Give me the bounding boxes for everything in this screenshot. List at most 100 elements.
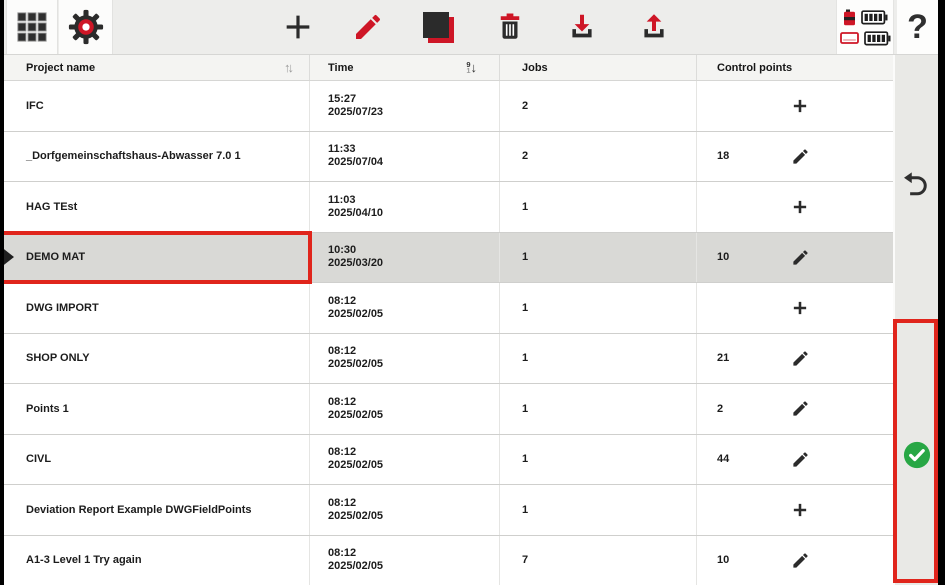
project-time: 08:12 [328,496,357,509]
control-points-count: 2 [717,402,724,415]
add-control-points-button[interactable] [789,95,811,117]
column-header-project-name[interactable]: Project name ↑↓ [4,55,310,80]
edit-control-points-button[interactable] [789,347,811,369]
device-status-panel[interactable] [836,0,894,54]
project-name: CIVL [26,453,52,466]
question-mark-icon: ? [907,8,928,46]
pencil-icon [791,248,810,267]
project-time: 08:12 [328,446,357,459]
project-date: 2025/07/04 [328,156,384,169]
edit-control-points-button[interactable] [789,448,811,470]
help-button[interactable]: ? [897,0,938,54]
plus-icon [791,198,809,216]
pencil-icon [791,147,810,166]
upload-icon [638,11,670,43]
jobs-count: 1 [522,200,529,213]
pencil-icon [791,349,810,368]
plus-icon [282,11,314,43]
project-name: HAG TEst [26,200,78,213]
project-date: 2025/02/05 [328,509,384,522]
project-date: 2025/07/23 [328,105,384,118]
project-name: DWG IMPORT [26,301,99,314]
edit-control-points-button[interactable] [789,398,811,420]
table-row[interactable]: DWG IMPORT 08:12 2025/02/05 1 [4,283,893,334]
edit-control-points-button[interactable] [789,145,811,167]
control-points-count: 44 [717,453,730,466]
column-header-control-points[interactable]: Control points [697,55,893,80]
column-header-jobs[interactable]: Jobs [500,55,697,80]
grid-menu-icon [16,11,48,43]
instrument-battery-status [843,9,888,26]
project-date: 2025/02/05 [328,358,384,371]
screen-edge-right [938,0,945,585]
edit-control-points-button[interactable] [789,549,811,571]
control-points-count: 10 [717,554,730,567]
project-name: Points 1 [26,402,69,415]
project-date: 2025/02/05 [328,560,384,573]
column-label: Time [328,61,354,74]
gear-icon [67,8,105,46]
table-row[interactable]: DEMO MAT 10:30 2025/03/20 1 10 [0,230,893,284]
table-row[interactable]: CIVL 08:12 2025/02/05 1 44 [4,434,893,485]
pencil-icon [352,11,384,43]
table-row[interactable]: _Dorfgemeinschaftshaus-Abwasser 7.0 1 11… [4,131,893,182]
table-row[interactable]: IFC 15:27 2025/07/23 2 [4,81,893,132]
project-name: DEMO MAT [26,251,86,264]
edit-control-points-button[interactable] [789,246,811,268]
battery-icon [863,30,891,46]
download-icon [566,11,598,43]
table-row[interactable]: Deviation Report Example DWGFieldPoints … [4,485,893,536]
project-date: 2025/04/10 [328,206,384,219]
project-time: 10:30 [328,244,357,257]
pencil-icon [791,450,810,469]
table-row[interactable]: HAG TEst 11:03 2025/04/10 1 [4,182,893,233]
add-control-points-button[interactable] [789,297,811,319]
project-date: 2025/02/05 [328,459,384,472]
undo-button[interactable] [899,168,933,202]
copy-project-button[interactable] [416,0,460,54]
project-time: 11:03 [328,193,356,206]
project-time: 08:12 [328,395,357,408]
table-row[interactable]: SHOP ONLY 08:12 2025/02/05 1 21 [4,333,893,384]
project-name: Deviation Report Example DWGFieldPoints [26,503,252,516]
project-name: IFC [26,99,44,112]
download-project-button[interactable] [560,0,604,54]
confirm-button[interactable] [903,441,931,469]
confirm-highlight-frame [893,319,938,583]
add-control-points-button[interactable] [789,499,811,521]
control-points-count: 10 [717,251,730,264]
delete-project-button[interactable] [488,0,532,54]
settings-button[interactable] [59,0,113,54]
jobs-count: 1 [522,503,529,516]
jobs-count: 7 [522,554,529,567]
jobs-count: 1 [522,251,529,264]
column-label: Jobs [522,61,548,74]
project-time: 15:27 [328,92,357,105]
sort-toggle-icon[interactable]: ↑↓ [284,60,294,75]
project-date: 2025/03/20 [328,257,384,270]
upload-project-button[interactable] [632,0,676,54]
jobs-count: 1 [522,301,529,314]
undo-icon [901,170,931,200]
jobs-count: 1 [522,453,529,466]
toolbar: ? [4,0,938,55]
instrument-icon [843,9,856,26]
table-row[interactable]: Points 1 08:12 2025/02/05 1 2 [4,384,893,435]
jobs-count: 1 [522,352,529,365]
edit-project-button[interactable] [346,0,390,54]
add-project-button[interactable] [276,0,320,54]
control-points-count: 21 [717,352,730,365]
trash-icon [495,11,525,43]
app-menu-button[interactable] [6,0,58,54]
add-control-points-button[interactable] [789,196,811,218]
copy-icon [422,11,454,43]
plus-icon [791,299,809,317]
column-label: Control points [717,61,793,74]
project-name: A1-3 Level 1 Try again [26,554,142,567]
pencil-icon [791,551,810,570]
jobs-count: 2 [522,99,529,112]
table-row[interactable]: A1-3 Level 1 Try again 08:12 2025/02/05 … [4,535,893,585]
